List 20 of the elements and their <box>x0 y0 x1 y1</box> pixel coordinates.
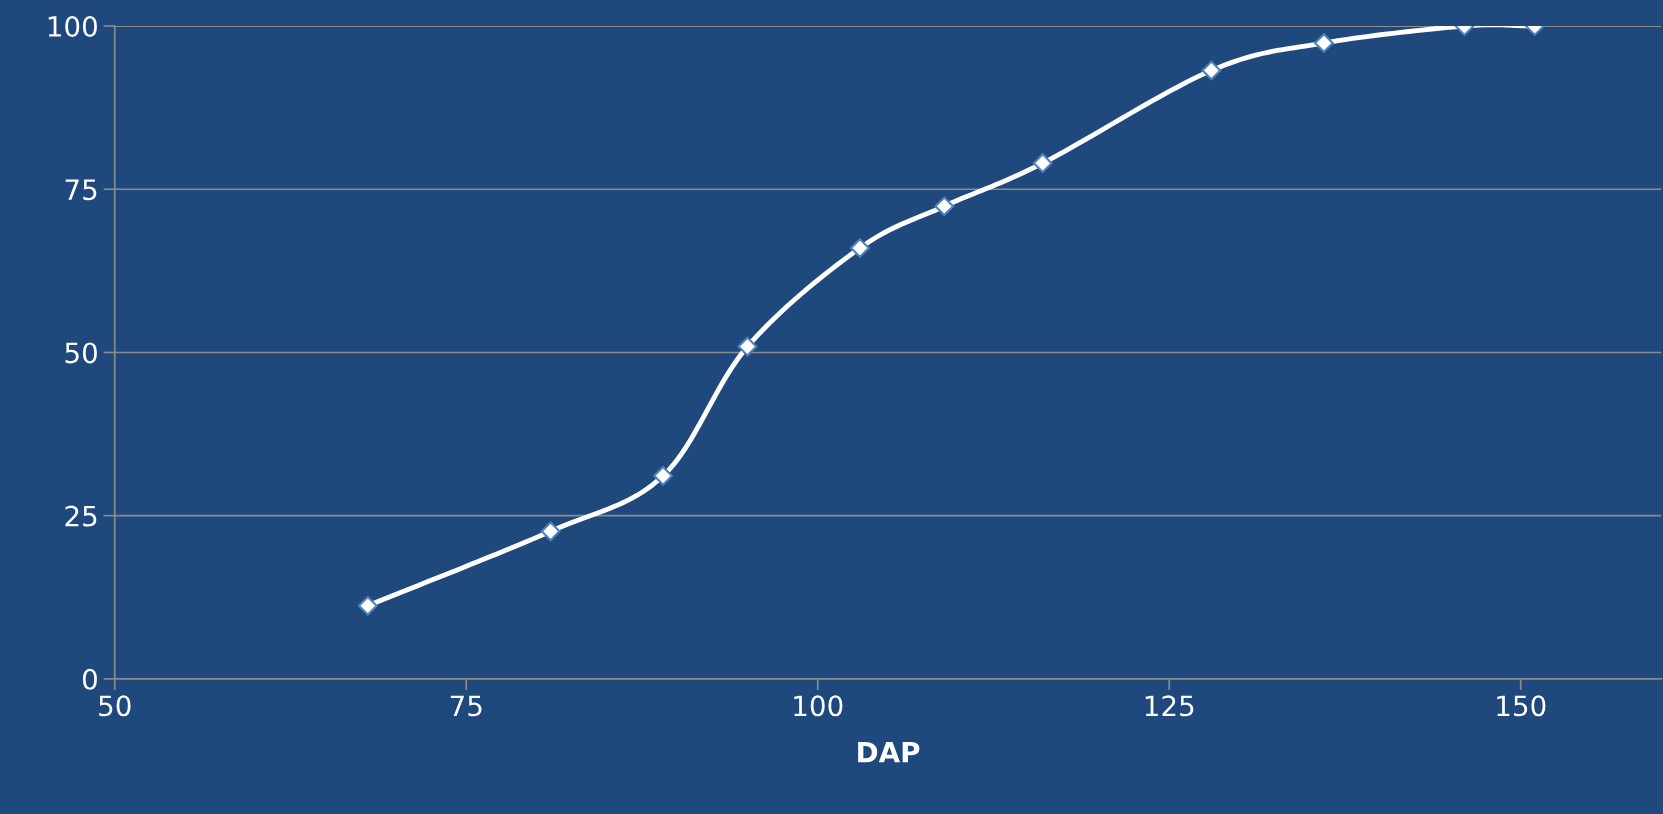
y-tick-label: 100 <box>48 15 97 37</box>
x-tick-label: 125 <box>1145 695 1194 717</box>
point <box>653 465 673 486</box>
point <box>1201 60 1222 81</box>
x-tick-label: 75 <box>450 695 482 717</box>
y-tick-label: 75 <box>65 179 97 201</box>
point <box>540 521 561 542</box>
point <box>850 238 870 258</box>
point <box>1032 153 1053 174</box>
x-tick-label: 150 <box>1497 695 1546 717</box>
x-axis-title: DAP <box>858 742 920 763</box>
point <box>1314 33 1334 53</box>
x-tick-label: 100 <box>794 695 843 717</box>
y-tick-label: 50 <box>65 342 97 364</box>
y-tick-label: 25 <box>65 505 97 527</box>
point <box>737 336 758 357</box>
point <box>934 196 955 217</box>
y-tick-label: 0 <box>82 668 97 690</box>
point <box>357 595 378 616</box>
x-tick-label: 50 <box>99 695 131 717</box>
